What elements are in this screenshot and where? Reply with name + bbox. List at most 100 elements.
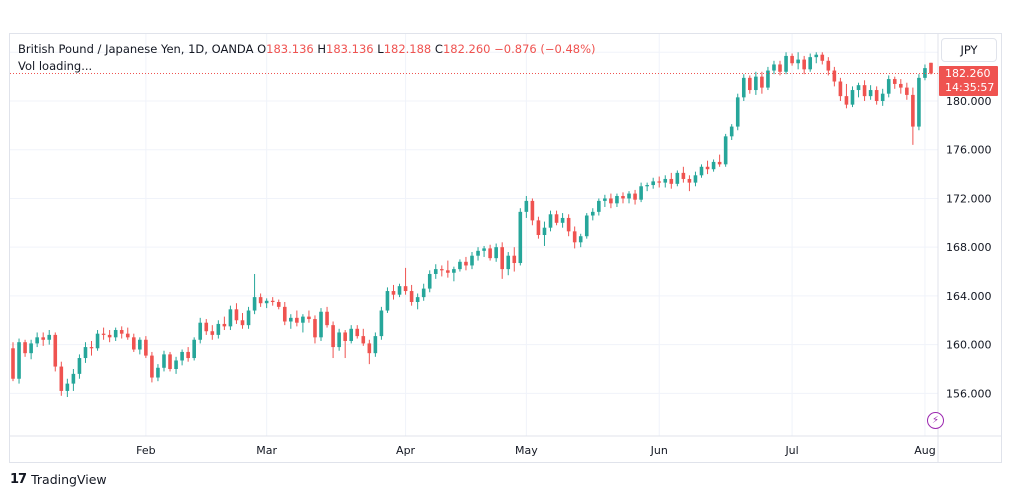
candle[interactable] xyxy=(488,244,492,261)
candle[interactable] xyxy=(101,327,106,340)
candle[interactable] xyxy=(597,198,601,216)
candle[interactable] xyxy=(711,159,716,172)
candle[interactable] xyxy=(518,208,523,266)
candle[interactable] xyxy=(361,328,366,346)
candle[interactable] xyxy=(566,214,571,237)
candle[interactable] xyxy=(826,57,831,76)
candle[interactable] xyxy=(464,256,468,271)
candle[interactable] xyxy=(494,243,498,262)
candle[interactable] xyxy=(530,198,535,226)
candle[interactable] xyxy=(282,302,287,326)
candle[interactable] xyxy=(772,60,776,75)
candle[interactable] xyxy=(264,298,269,309)
candle[interactable] xyxy=(95,330,100,351)
candle[interactable] xyxy=(307,310,311,323)
candle[interactable] xyxy=(790,53,794,66)
candle[interactable] xyxy=(476,247,480,261)
candle[interactable] xyxy=(675,170,680,187)
candle[interactable] xyxy=(29,339,33,360)
candle[interactable] xyxy=(717,154,722,167)
candle[interactable] xyxy=(862,80,867,101)
candle[interactable] xyxy=(138,337,142,355)
candle[interactable] xyxy=(144,336,148,359)
candle[interactable] xyxy=(313,315,317,344)
candle[interactable] xyxy=(452,266,456,282)
candle[interactable] xyxy=(850,86,855,108)
candle[interactable] xyxy=(482,245,486,257)
candle[interactable] xyxy=(651,177,655,189)
candle[interactable] xyxy=(524,196,529,218)
candle[interactable] xyxy=(615,193,619,207)
candle[interactable] xyxy=(470,252,474,270)
candle[interactable] xyxy=(856,82,861,98)
candle[interactable] xyxy=(645,182,649,192)
candle[interactable] xyxy=(89,340,94,356)
candle[interactable] xyxy=(603,194,607,207)
candle[interactable] xyxy=(162,350,166,372)
candle[interactable] xyxy=(367,339,372,365)
candle[interactable] xyxy=(892,76,897,89)
candle[interactable] xyxy=(41,332,45,346)
candle[interactable] xyxy=(174,356,178,374)
candle[interactable] xyxy=(168,351,172,372)
candle[interactable] xyxy=(832,66,837,87)
candle[interactable] xyxy=(258,293,263,307)
candle[interactable] xyxy=(923,64,927,81)
candle[interactable] xyxy=(905,82,909,100)
candle[interactable] xyxy=(373,332,378,357)
candle[interactable] xyxy=(210,325,215,340)
candle[interactable] xyxy=(802,55,806,75)
candle[interactable] xyxy=(741,74,746,101)
candle[interactable] xyxy=(874,86,879,105)
candle[interactable] xyxy=(681,166,686,183)
candle[interactable] xyxy=(301,314,305,333)
candle[interactable] xyxy=(125,327,130,340)
candle[interactable] xyxy=(548,210,553,232)
candle[interactable] xyxy=(83,342,88,363)
candle[interactable] xyxy=(409,284,414,306)
candle[interactable] xyxy=(929,62,933,75)
candle[interactable] xyxy=(687,175,692,192)
candle[interactable] xyxy=(621,192,625,204)
candle[interactable] xyxy=(572,226,577,249)
candle[interactable] xyxy=(542,221,547,246)
candle[interactable] xyxy=(77,354,82,379)
candle[interactable] xyxy=(838,77,843,101)
candle[interactable] xyxy=(590,208,595,221)
candle[interactable] xyxy=(355,325,360,339)
candle[interactable] xyxy=(415,293,420,310)
candle[interactable] xyxy=(584,213,589,239)
candle[interactable] xyxy=(784,52,788,75)
candle[interactable] xyxy=(693,171,698,187)
candle[interactable] xyxy=(47,330,52,345)
candle[interactable] xyxy=(440,265,444,277)
candle[interactable] xyxy=(222,316,227,331)
candle[interactable] xyxy=(899,79,903,94)
candle[interactable] xyxy=(379,306,384,340)
candle[interactable] xyxy=(663,175,668,188)
candle[interactable] xyxy=(107,330,112,343)
candle[interactable] xyxy=(458,259,462,272)
candle[interactable] xyxy=(35,332,39,348)
candle[interactable] xyxy=(868,85,873,100)
candle[interactable] xyxy=(627,191,631,204)
candle[interactable] xyxy=(754,71,758,95)
candle[interactable] xyxy=(512,247,517,272)
candle[interactable] xyxy=(289,314,293,329)
candle[interactable] xyxy=(192,337,196,361)
candle[interactable] xyxy=(17,338,21,384)
candle[interactable] xyxy=(808,53,813,72)
candle[interactable] xyxy=(911,87,915,145)
candle[interactable] xyxy=(131,333,136,352)
candle[interactable] xyxy=(319,308,323,341)
candle[interactable] xyxy=(500,242,504,279)
candle[interactable] xyxy=(53,332,58,372)
candle[interactable] xyxy=(325,306,329,328)
candle[interactable] xyxy=(240,312,245,329)
candle[interactable] xyxy=(554,210,559,226)
candle[interactable] xyxy=(669,172,674,189)
candle[interactable] xyxy=(337,328,341,351)
candle[interactable] xyxy=(113,327,118,341)
candle[interactable] xyxy=(796,52,800,70)
